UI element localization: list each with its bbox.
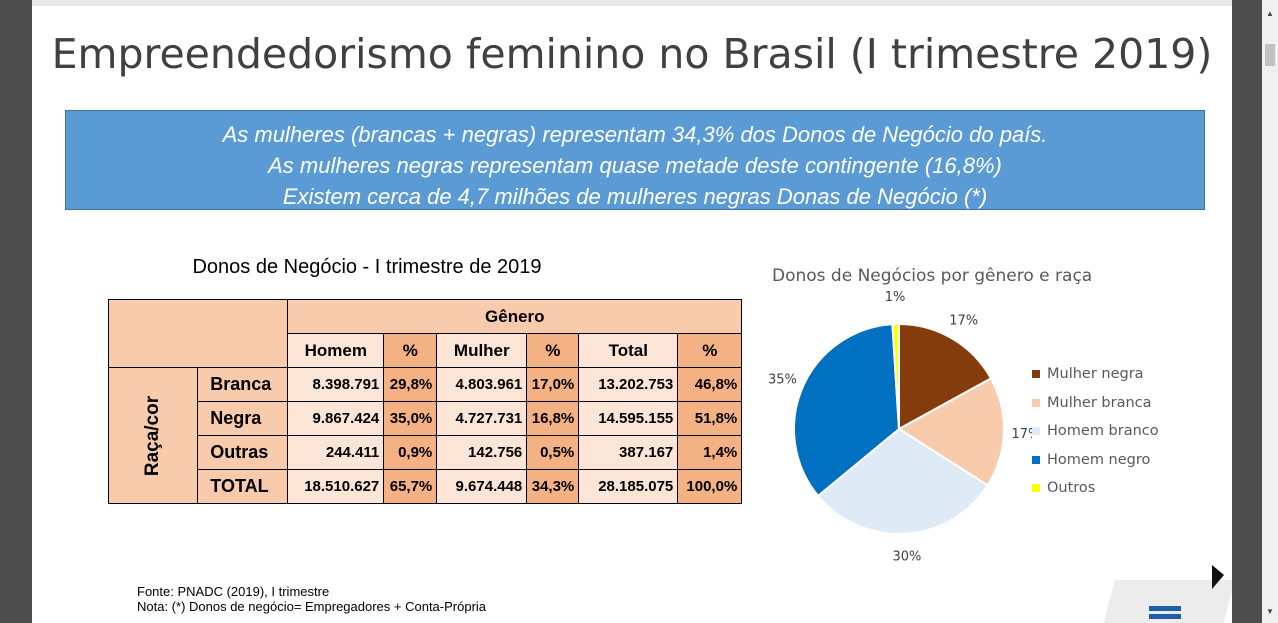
pie-data-label: 30% (893, 550, 922, 565)
legend-swatch (1032, 370, 1040, 379)
column-header-mulher-pct: % (526, 333, 580, 368)
column-header-total: Total (578, 333, 679, 368)
table-cell: 18.510.627 (287, 469, 385, 504)
table-row: TOTAL 18.510.627 65,7% 9.674.448 34,3% 2… (109, 469, 743, 504)
table-cell: 4.727.731 (436, 401, 528, 436)
table-cell: 13.202.753 (578, 367, 679, 402)
table-cell: 387.167 (578, 435, 679, 470)
race-side-header: Raça/cor (107, 367, 199, 504)
scroll-up-arrow-icon[interactable]: ▲ (1266, 9, 1274, 18)
table-cell: 142.756 (436, 435, 528, 470)
table-cell: 0,9% (383, 435, 438, 470)
table-cell: 29,8% (383, 367, 438, 402)
column-header-total-pct: % (677, 333, 743, 368)
table-cell: 244.411 (287, 435, 385, 470)
table-cell: 9.674.448 (436, 469, 528, 504)
legend-item: Mulher negra (1032, 360, 1159, 389)
table-cell: 9.867.424 (287, 401, 385, 436)
row-label: TOTAL (197, 469, 289, 504)
legend-swatch (1032, 398, 1040, 407)
row-label: Branca (197, 367, 289, 402)
table-cell: 14.595.155 (578, 401, 679, 436)
table-cell: 100,0% (677, 469, 743, 504)
table-cell: 1,4% (677, 435, 743, 470)
highlight-banner: As mulheres (brancas + negras) represent… (65, 110, 1205, 210)
scroll-down-arrow-icon[interactable]: ▼ (1266, 607, 1274, 616)
slide-title: Empreendedorismo feminino no Brasil (I t… (51, 30, 1213, 78)
banner-line-3: Existem cerca de 4,7 milhões de mulheres… (282, 184, 988, 209)
pie-slice-mulher-negra (898, 322, 993, 431)
table-cell: 8.398.791 (287, 367, 385, 402)
table-cell: 28.185.075 (578, 469, 679, 504)
pie-data-label: 17% (1011, 427, 1032, 442)
table-row: Raça/cor Branca 8.398.791 29,8% 4.803.96… (107, 367, 743, 504)
footer-source: Fonte: PNADC (2019), I trimestre (137, 584, 330, 599)
pie-slice-outros (891, 322, 900, 430)
legend-swatch (1032, 427, 1040, 436)
banner-line-2: As mulheres negras representam quase met… (268, 153, 1002, 178)
business-owners-table: Gênero Homem % Mulher % Total % Raça/cor… (107, 299, 743, 504)
legend-item: Homem negro (1032, 446, 1159, 475)
table-row: Outras 244.411 0,9% 142.756 0,5% 387.167… (109, 435, 743, 470)
legend-item: Outros (1032, 474, 1159, 503)
legend-swatch (1032, 484, 1040, 493)
pie-slice-homem-branco (816, 427, 990, 535)
right-window-margin (1232, 0, 1262, 623)
logo-mark (1149, 606, 1181, 611)
slide-top-edge (32, 0, 1232, 6)
pie-chart: 17% 17% 30% 35% 1% (768, 290, 1032, 565)
table-cell: 46,8% (677, 367, 743, 402)
row-label: Negra (197, 401, 289, 436)
pie-data-label: 17% (949, 314, 978, 329)
left-window-margin (0, 0, 32, 623)
legend-label: Outros (1047, 480, 1096, 497)
table-cell: 35,0% (383, 401, 438, 436)
scroll-thumb[interactable] (1265, 44, 1275, 66)
table-title: Donos de Negócio - I trimestre de 2019 (192, 256, 542, 278)
legend-label: Homem branco (1047, 423, 1159, 440)
table-cell: 34,3% (526, 469, 580, 504)
legend-label: Mulher negra (1047, 366, 1144, 383)
pie-slice-mulher-branca (897, 377, 1005, 487)
column-header-mulher: Mulher (436, 333, 528, 368)
pie-legend: Mulher negra Mulher branca Homem branco Hom… (1032, 360, 1159, 503)
column-header-homem-pct: % (383, 333, 438, 368)
legend-item: Homem branco (1032, 417, 1159, 446)
pie-data-label: 35% (768, 373, 797, 388)
pointer-triangle-icon (1212, 565, 1224, 589)
pie-chart-title: Donos de Negócios por gênero e raça (772, 266, 1093, 286)
row-label: Outras (197, 435, 289, 470)
legend-item: Mulher branca (1032, 389, 1159, 418)
vertical-scrollbar[interactable]: ▲ ▼ (1262, 0, 1278, 623)
slide-canvas: Empreendedorismo feminino no Brasil (I t… (32, 0, 1232, 623)
table-cell: 65,7% (383, 469, 438, 504)
table-cell: 17,0% (526, 367, 580, 402)
legend-label: Mulher branca (1047, 394, 1152, 411)
banner-line-1: As mulheres (brancas + negras) represent… (222, 122, 1048, 147)
table-cell: 4.803.961 (436, 367, 528, 402)
legend-label: Homem negro (1047, 451, 1151, 468)
table-row: Negra 9.867.424 35,0% 4.727.731 16,8% 14… (109, 401, 743, 436)
pie-data-label: 1% (885, 290, 906, 305)
logo-mark (1149, 614, 1181, 619)
table-corner-cell (107, 299, 289, 368)
legend-swatch (1032, 455, 1040, 464)
footer-note: Nota: (*) Donos de negócio= Empregadores… (137, 599, 487, 614)
gender-header: Gênero (287, 299, 743, 334)
table-cell: 16,8% (526, 401, 580, 436)
table-cell: 0,5% (526, 435, 580, 470)
footer-notes: Fonte: PNADC (2019), I trimestre Nota: (… (137, 584, 486, 614)
pie-slice-homem-negro (793, 323, 901, 498)
column-header-homem: Homem (287, 333, 385, 368)
